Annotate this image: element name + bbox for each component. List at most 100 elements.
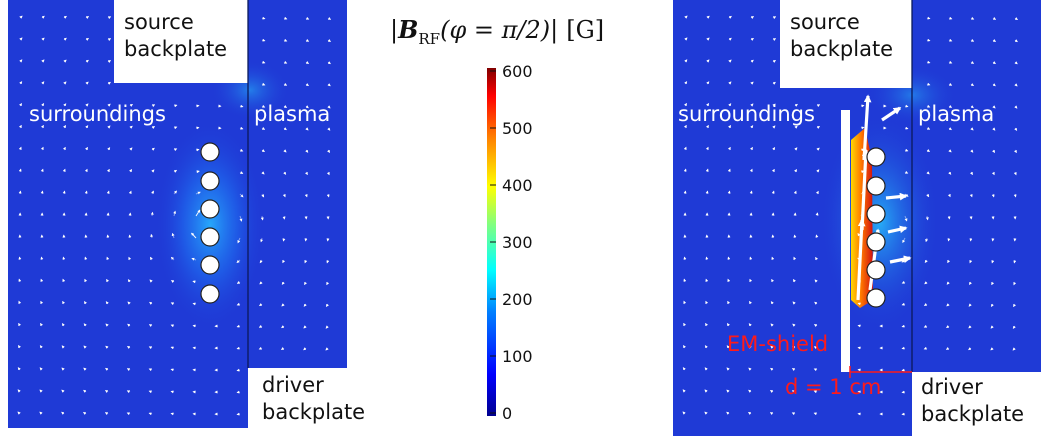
coil-circle [866, 176, 886, 196]
field-arrow [970, 149, 974, 153]
field-arrow [173, 210, 177, 217]
field-arrow [325, 347, 329, 351]
colorbar-tick-label: 200 [502, 290, 533, 309]
field-arrow [149, 256, 153, 261]
field-arrow [170, 302, 175, 306]
field-arrow [948, 38, 953, 42]
left-driver-label-2: backplate [262, 400, 365, 424]
field-arrow [1013, 171, 1017, 176]
field-arrow [61, 411, 65, 415]
field-arrow [970, 171, 973, 176]
field-arrow [84, 278, 88, 283]
field-arrow [926, 16, 931, 20]
right-coil-group [866, 147, 886, 308]
strong-field-arrow [885, 192, 908, 201]
field-arrow [706, 59, 710, 63]
colorbar-tick-label: 400 [502, 176, 533, 195]
field-arrow [82, 411, 87, 415]
field-arrow [18, 322, 22, 327]
field-arrow [18, 278, 22, 283]
field-arrow [39, 367, 43, 371]
field-arrow [816, 147, 820, 151]
field-arrow [706, 103, 710, 107]
colorbar-tick-label: 600 [502, 62, 533, 81]
field-arrow [816, 169, 820, 173]
field-arrow [772, 16, 777, 20]
field-arrow [923, 346, 928, 350]
field-arrow [83, 300, 87, 305]
field-arrow [170, 390, 175, 394]
left-coil-group [200, 142, 220, 304]
left-driver-label-1: driver [262, 373, 324, 397]
field-arrow [170, 412, 175, 416]
field-arrow [705, 300, 709, 305]
field-arrow [857, 302, 862, 306]
field-arrow [61, 367, 65, 371]
field-arrow [947, 237, 951, 242]
field-arrow [924, 259, 928, 263]
field-arrow [107, 81, 111, 85]
field-arrow [683, 168, 687, 173]
field-arrow [705, 124, 709, 129]
field-arrow [236, 280, 241, 284]
field-arrow [173, 148, 178, 152]
field-arrow [195, 170, 200, 174]
field-arrow [63, 15, 67, 19]
field-arrow [791, 368, 796, 371]
colorbar-group: |BRF(φ = π/2)| [G] 600 500 400 300 200 100 0 [390, 15, 604, 423]
field-arrow [283, 127, 287, 131]
field-arrow [148, 412, 153, 416]
field-arrow [704, 411, 708, 415]
coil-circle [866, 288, 886, 308]
field-arrow [173, 126, 178, 130]
field-arrow [946, 303, 950, 307]
field-arrow [682, 411, 686, 415]
field-arrow [728, 59, 732, 63]
field-arrow [105, 367, 109, 371]
field-arrow [1012, 325, 1016, 329]
field-arrow [727, 300, 731, 305]
field-arrow [303, 347, 307, 351]
field-arrow [40, 190, 44, 195]
field-arrow [794, 168, 798, 173]
field-arrow [813, 412, 818, 416]
field-arrow [62, 168, 66, 173]
field-arrow [236, 368, 241, 372]
field-arrow [815, 190, 819, 195]
field-arrow [923, 303, 928, 306]
coil-circle [200, 142, 220, 162]
field-arrow [195, 148, 200, 152]
field-arrow [63, 59, 67, 63]
field-arrow [62, 146, 66, 151]
field-arrow [945, 346, 950, 350]
field-arrow [17, 411, 21, 415]
left-surroundings-label: surroundings [29, 102, 166, 126]
field-arrow [815, 256, 819, 261]
field-arrow [771, 190, 775, 195]
field-arrow [749, 256, 753, 261]
field-arrow [84, 168, 88, 173]
field-arrow [991, 259, 995, 264]
field-arrow [992, 149, 996, 153]
field-arrow [148, 390, 153, 394]
field-arrow [40, 278, 44, 283]
field-arrow [85, 125, 89, 129]
field-arrow [772, 81, 776, 85]
field-arrow [39, 411, 43, 415]
field-arrow [1014, 127, 1018, 131]
field-arrow [792, 301, 796, 305]
field-arrow [126, 390, 131, 394]
field-arrow [813, 368, 818, 372]
field-arrow [61, 345, 65, 349]
field-arrow [19, 81, 23, 85]
field-arrow [171, 232, 175, 239]
field-arrow [18, 300, 22, 305]
field-arrow [326, 281, 330, 286]
field-arrow [281, 325, 285, 329]
field-arrow [1012, 347, 1016, 351]
field-arrow [968, 325, 972, 329]
field-arrow [970, 105, 974, 109]
field-arrow [816, 125, 821, 129]
field-arrow [283, 38, 288, 42]
